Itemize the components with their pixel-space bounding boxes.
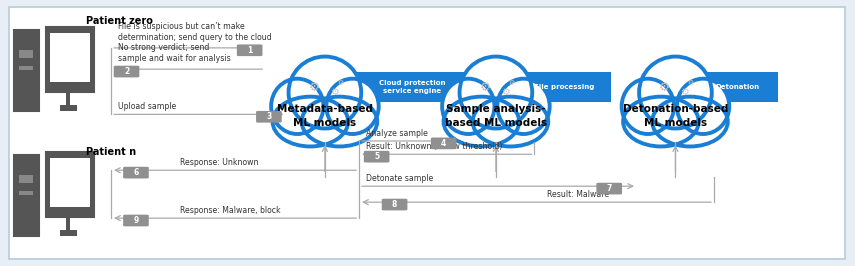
Text: ⚙: ⚙ xyxy=(681,87,689,97)
Ellipse shape xyxy=(640,57,711,128)
Ellipse shape xyxy=(288,57,361,128)
FancyBboxPatch shape xyxy=(19,191,32,196)
FancyBboxPatch shape xyxy=(123,215,149,226)
Ellipse shape xyxy=(498,79,550,134)
Text: 2: 2 xyxy=(124,67,129,76)
Ellipse shape xyxy=(677,79,729,134)
Text: ⚙: ⚙ xyxy=(480,81,491,93)
Ellipse shape xyxy=(302,97,377,147)
FancyBboxPatch shape xyxy=(597,183,622,194)
FancyBboxPatch shape xyxy=(46,27,94,92)
Ellipse shape xyxy=(623,97,699,147)
FancyBboxPatch shape xyxy=(67,217,70,230)
Text: Analyze sample: Analyze sample xyxy=(366,128,428,138)
Text: Patient n: Patient n xyxy=(86,147,136,157)
FancyBboxPatch shape xyxy=(67,92,70,105)
FancyBboxPatch shape xyxy=(19,66,32,70)
Ellipse shape xyxy=(459,57,532,128)
Text: No strong verdict; send
sample and wait for analysis: No strong verdict; send sample and wait … xyxy=(118,43,231,63)
FancyBboxPatch shape xyxy=(697,72,778,102)
FancyBboxPatch shape xyxy=(346,72,479,102)
Text: Result: Malware: Result: Malware xyxy=(547,190,610,199)
Text: File is suspicious but can’t make
determination; send query to the cloud: File is suspicious but can’t make determ… xyxy=(118,22,272,42)
Text: Result: Unknown (below threshold): Result: Unknown (below threshold) xyxy=(366,142,503,151)
Ellipse shape xyxy=(273,97,348,147)
Ellipse shape xyxy=(652,97,728,147)
Ellipse shape xyxy=(444,97,519,147)
Text: Detonate sample: Detonate sample xyxy=(366,174,433,183)
FancyBboxPatch shape xyxy=(517,72,611,102)
FancyBboxPatch shape xyxy=(14,155,39,236)
Text: 4: 4 xyxy=(441,139,446,148)
Ellipse shape xyxy=(622,79,674,134)
FancyBboxPatch shape xyxy=(60,230,77,236)
Text: 8: 8 xyxy=(392,200,398,209)
Text: 9: 9 xyxy=(133,216,139,225)
FancyBboxPatch shape xyxy=(50,33,91,82)
Text: ⚙: ⚙ xyxy=(501,87,510,97)
Ellipse shape xyxy=(442,79,494,134)
FancyBboxPatch shape xyxy=(46,152,94,217)
Text: Upload sample: Upload sample xyxy=(118,102,176,111)
FancyBboxPatch shape xyxy=(14,30,39,111)
FancyBboxPatch shape xyxy=(114,66,139,77)
Text: ⚙: ⚙ xyxy=(659,81,670,93)
Ellipse shape xyxy=(473,97,548,147)
Text: File processing: File processing xyxy=(534,84,594,90)
FancyBboxPatch shape xyxy=(381,199,407,210)
Ellipse shape xyxy=(327,79,379,134)
Ellipse shape xyxy=(271,79,323,134)
Text: Sample analysis-
based ML models: Sample analysis- based ML models xyxy=(445,105,547,128)
Text: ⚙: ⚙ xyxy=(330,87,339,97)
FancyBboxPatch shape xyxy=(123,167,149,178)
Text: ⚙: ⚙ xyxy=(687,80,693,86)
FancyBboxPatch shape xyxy=(256,111,281,123)
Text: ⚙: ⚙ xyxy=(337,80,343,86)
Text: Detonation-based
ML models: Detonation-based ML models xyxy=(622,105,728,128)
FancyBboxPatch shape xyxy=(50,158,91,207)
FancyBboxPatch shape xyxy=(431,138,457,149)
Text: 5: 5 xyxy=(374,152,379,161)
Text: Cloud protection
service engine: Cloud protection service engine xyxy=(380,80,445,94)
FancyBboxPatch shape xyxy=(9,7,845,259)
Text: Patient zero: Patient zero xyxy=(86,16,152,26)
Text: Response: Malware, block: Response: Malware, block xyxy=(180,206,280,215)
FancyBboxPatch shape xyxy=(19,175,32,184)
Text: ⚙: ⚙ xyxy=(309,81,320,93)
Text: Metadata-based
ML models: Metadata-based ML models xyxy=(277,105,373,128)
Text: 3: 3 xyxy=(266,112,272,121)
Text: Detonation: Detonation xyxy=(716,84,759,90)
Text: 7: 7 xyxy=(606,184,612,193)
FancyBboxPatch shape xyxy=(19,50,32,59)
FancyBboxPatch shape xyxy=(60,105,77,111)
Text: 1: 1 xyxy=(247,46,252,55)
FancyBboxPatch shape xyxy=(364,151,389,163)
Text: 6: 6 xyxy=(133,168,139,177)
Text: ⚙: ⚙ xyxy=(508,80,514,86)
Text: Response: Unknown: Response: Unknown xyxy=(180,158,258,167)
FancyBboxPatch shape xyxy=(237,44,262,56)
